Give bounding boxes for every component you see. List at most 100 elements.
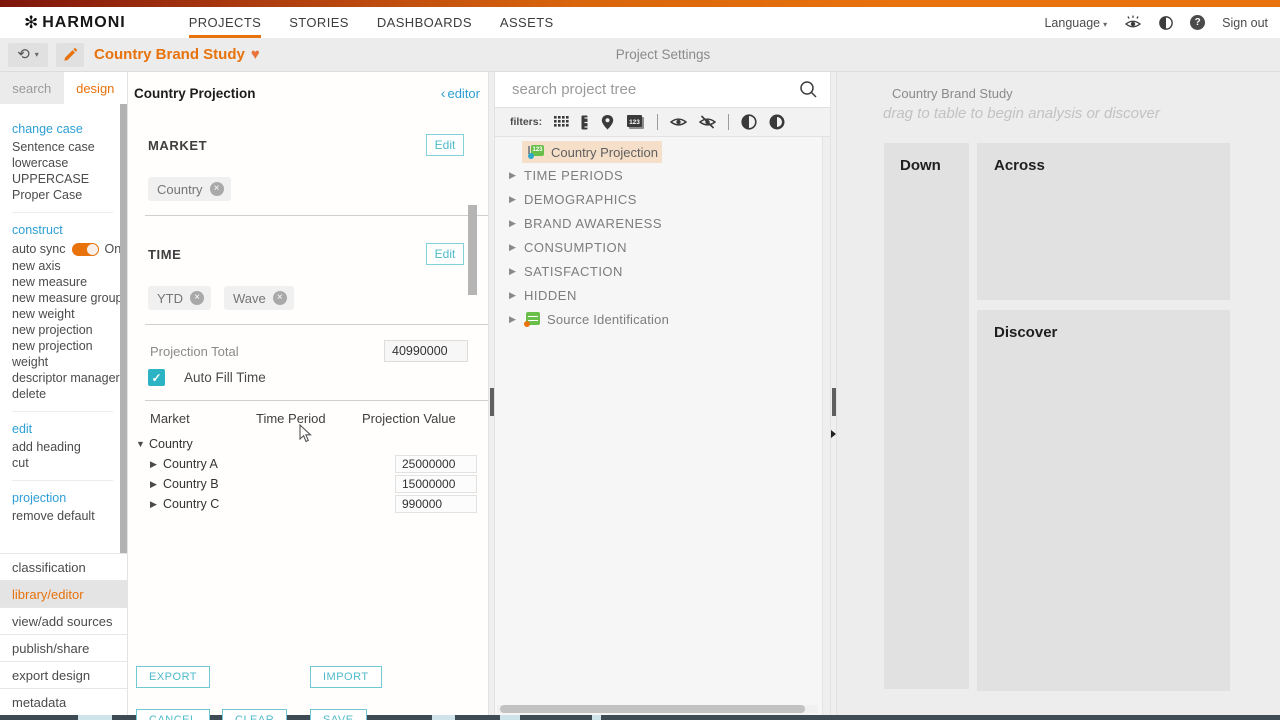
sidebar-item-new-axis[interactable]: new axis [12,259,61,273]
expand-arrow-icon[interactable]: ▶ [509,241,516,252]
sidebar-item-new-weight[interactable]: new weight [12,307,75,321]
sidebar-item-new-measure-group[interactable]: new measure group [12,291,123,305]
clear-button[interactable]: CLEAR [222,709,288,720]
projection-total-input[interactable] [384,340,468,362]
sidebar-item-classification[interactable]: classification [0,553,127,580]
expand-arrow-icon[interactable]: ▶ [509,169,516,180]
sidebar-item-sentence-case[interactable]: Sentence case [12,140,95,154]
hide-eye-icon[interactable] [699,115,717,129]
search-icon[interactable] [799,80,818,99]
show-eye-icon[interactable] [670,116,688,128]
tree-item-time-periods[interactable]: ▶ TIME PERIODS [509,167,624,183]
remove-chip-icon[interactable]: × [272,291,287,305]
sidebar-item-lowercase[interactable]: lowercase [12,156,69,170]
sidebar-item-add-heading[interactable]: add heading [12,440,81,454]
market-edit-button[interactable]: Edit [426,134,464,156]
sidebar-item-view-add-sources[interactable]: view/add sources [0,607,127,634]
brand-logo[interactable]: ✻ HARMONI [24,14,126,32]
expand-triangle-icon[interactable]: ▶ [150,498,157,509]
sidebar-item-remove-default[interactable]: remove default [12,509,95,523]
project-name-link[interactable]: Country Brand Study [94,46,245,63]
group-header-change-case[interactable]: change case [12,122,83,136]
contrast-icon[interactable] [1159,15,1173,30]
expand-arrow-icon[interactable]: ▶ [509,289,516,300]
contrast-outline-icon[interactable] [741,114,757,130]
sidebar-item-metadata[interactable]: metadata [0,688,127,715]
help-icon[interactable]: ? [1190,15,1206,30]
sidebar-item-export-design[interactable]: export design [0,661,127,688]
tree-item-hidden[interactable]: ▶ HIDDEN [509,287,577,303]
cancel-button[interactable]: CANCEL [136,709,210,720]
auto-fill-time-checkbox[interactable]: ✓ [148,369,165,386]
time-scrollbar-thumb[interactable] [468,205,477,295]
tree-item-demographics[interactable]: ▶ DEMOGRAPHICS [509,191,637,207]
projection-value-input[interactable] [395,475,477,493]
numeric-page-filter-icon[interactable]: 123 [626,114,645,130]
group-header-construct[interactable]: construct [12,223,63,237]
sidebar-scrollbar[interactable] [120,104,127,553]
expand-arrow-icon[interactable]: ▶ [509,193,516,204]
tree-item-consumption[interactable]: ▶ CONSUMPTION [509,239,627,255]
sidebar-item-descriptor-manager[interactable]: descriptor manager [12,371,120,385]
sidebar-item-cut[interactable]: cut [12,456,29,470]
history-dropdown-button[interactable]: ⟲ ▾ [8,42,48,67]
tree-horizontal-scrollbar[interactable] [497,705,818,713]
collapse-triangle-icon[interactable]: ▼ [136,439,145,449]
bottom-scrollbar-strip[interactable] [0,715,1280,720]
group-header-edit[interactable]: edit [12,422,33,436]
ruler-filter-icon[interactable] [581,115,589,130]
remove-chip-icon[interactable]: × [190,291,204,305]
nav-tab-projects[interactable]: PROJECTS [188,7,262,38]
nav-tab-stories[interactable]: STORIES [289,15,349,30]
sidebar-item-new-measure[interactable]: new measure [12,275,88,289]
dropzone-discover[interactable]: Discover [977,310,1230,691]
sidebar-item-new-projection[interactable]: new projection [12,323,93,337]
search-input[interactable] [512,81,799,98]
preview-eye-icon[interactable] [1124,15,1142,30]
expand-arrow-icon[interactable]: ▶ [509,217,516,228]
splitter-handle[interactable] [832,388,836,416]
grid-filter-icon[interactable] [554,115,569,129]
tree-item-satisfaction[interactable]: ▶ SATISFACTION [509,263,623,279]
collapse-arrow-icon[interactable] [831,430,836,438]
contrast-filled-icon[interactable] [769,114,785,130]
expand-arrow-icon[interactable]: ▶ [509,313,516,324]
expand-triangle-icon[interactable]: ▶ [150,478,157,489]
remove-chip-icon[interactable]: × [209,182,224,196]
sidebar-item-library-editor[interactable]: library/editor [0,580,127,607]
splitter-handle[interactable] [490,388,494,416]
dropzone-down[interactable]: Down [884,143,969,689]
tree-item-brand-awareness[interactable]: ▶ BRAND AWARENESS [509,215,663,231]
pin-filter-icon[interactable] [601,114,614,130]
language-menu[interactable]: Language ▾ [1044,16,1108,30]
sidebar-item-uppercase[interactable]: UPPERCASE [12,172,90,186]
save-button[interactable]: SAVE [310,709,367,720]
rename-project-button[interactable] [56,42,84,67]
projection-value-input[interactable] [395,495,477,513]
expand-arrow-icon[interactable]: ▶ [509,265,516,276]
sidebar-item-weight[interactable]: weight [12,355,49,369]
favorite-heart-icon[interactable]: ♥ [250,46,260,63]
tree-item-source-identification[interactable]: ▶ Source Identification [509,311,669,327]
scrollbar-thumb[interactable] [120,104,127,553]
tree-item-country-projection[interactable]: 123 Country Projection [522,141,662,163]
panel-splitter[interactable] [830,72,837,715]
panel-splitter[interactable] [488,72,495,715]
expand-triangle-icon[interactable]: ▶ [150,458,157,469]
projection-value-input[interactable] [395,455,477,473]
scrollbar-thumb[interactable] [500,705,806,713]
tab-design[interactable]: design [63,72,127,104]
tab-search[interactable]: search [0,72,64,104]
sidebar-item-new-projection-2[interactable]: new projection [12,339,93,353]
dropzone-across[interactable]: Across [977,143,1230,300]
sign-out-link[interactable]: Sign out [1222,15,1268,30]
nav-tab-assets[interactable]: ASSETS [499,15,554,30]
sidebar-item-publish-share[interactable]: publish/share [0,634,127,661]
export-button[interactable]: EXPORT [136,666,211,688]
group-header-projection[interactable]: projection [12,491,67,505]
tree-scrollbar[interactable] [822,137,830,715]
auto-sync-toggle[interactable] [71,242,99,256]
sidebar-item-proper-case[interactable]: Proper Case [12,188,83,202]
time-edit-button[interactable]: Edit [426,243,464,265]
import-button[interactable]: IMPORT [310,666,382,688]
